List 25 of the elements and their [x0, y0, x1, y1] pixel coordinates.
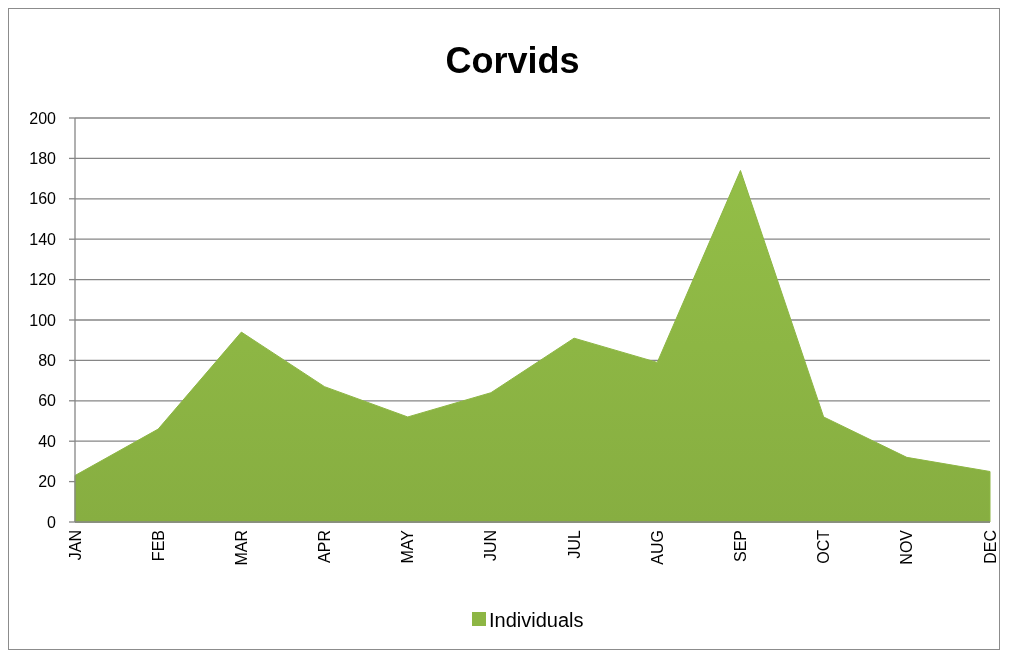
y-tick-label: 80	[38, 351, 57, 369]
x-tick-label: DEC	[981, 530, 999, 564]
y-tick-label: 120	[29, 271, 57, 289]
y-tick-label: 0	[47, 513, 57, 531]
x-tick-label: FEB	[149, 530, 167, 562]
y-tick-label: 180	[29, 149, 57, 167]
x-tick-label: JUL	[565, 529, 583, 559]
x-tick-label: JAN	[66, 530, 84, 561]
x-tick-label: MAY	[399, 529, 417, 564]
y-tick-label: 100	[29, 311, 57, 329]
x-tick-label: NOV	[898, 529, 916, 565]
y-tick-label: 60	[38, 392, 57, 410]
y-tick-label: 40	[38, 432, 57, 450]
legend-label: Individuals	[489, 609, 584, 631]
x-tick-label: JUN	[482, 530, 500, 562]
x-tick-label: AUG	[648, 530, 666, 565]
x-tick-label: SEP	[731, 530, 749, 563]
chart-title: Corvids	[445, 39, 580, 81]
x-tick-label: APR	[316, 530, 334, 563]
x-tick-label: MAR	[232, 530, 250, 566]
y-tick-label: 20	[38, 473, 57, 491]
y-tick-label: 200	[29, 109, 57, 127]
y-tick-label: 160	[29, 190, 57, 208]
y-tick-label: 140	[29, 230, 57, 248]
x-tick-label: OCT	[815, 529, 833, 564]
